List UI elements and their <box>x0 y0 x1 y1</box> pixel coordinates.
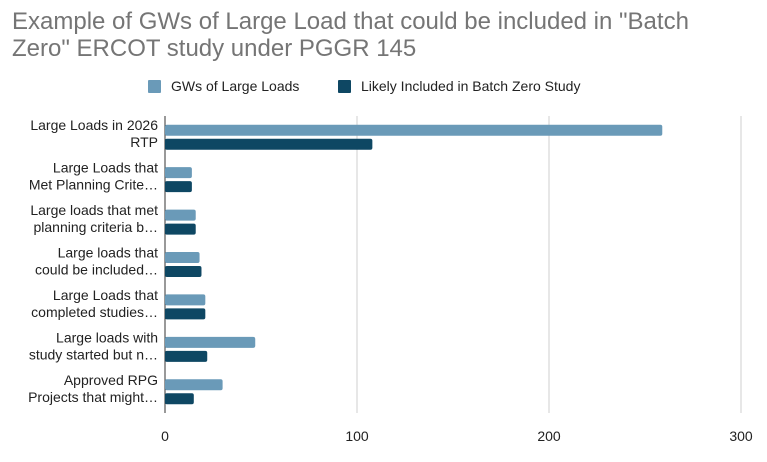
y-tick-label-1-line-1: Met Planning Crite… <box>29 177 158 193</box>
y-tick-label-5-line-0: Large loads with <box>56 329 158 345</box>
bar-series-0-cat-0 <box>165 124 663 136</box>
legend-item-likely-included: Likely Included in Batch Zero Study <box>338 76 580 96</box>
y-tick-label-0-line-0: Large Loads in 2026 <box>30 117 158 133</box>
y-tick-label-6-line-1: Projects that might… <box>28 389 158 405</box>
y-tick-label-0-line-1: RTP <box>130 134 158 150</box>
bar-series-1-cat-2 <box>165 223 196 235</box>
bar-series-0-cat-3 <box>165 252 200 263</box>
bar-series-1-cat-5 <box>165 350 208 362</box>
y-tick-label-2-line-0: Large loads that met <box>30 202 158 218</box>
bar-series-0-cat-4 <box>165 294 206 306</box>
bar-series-0-cat-5 <box>165 336 256 348</box>
chart-title: Example of GWs of Large Load that could … <box>12 8 689 62</box>
bar-series-0-cat-2 <box>165 209 196 221</box>
y-tick-label-5-line-1: study started but n… <box>29 346 158 362</box>
y-tick-label-3-line-0: Large loads that <box>58 245 159 261</box>
bar-series-1-cat-6 <box>165 393 194 405</box>
y-tick-label-4-line-1: completed studies… <box>31 304 158 320</box>
bar-series-1-cat-3 <box>165 266 202 277</box>
bar-series-0-cat-6 <box>165 379 223 391</box>
legend-swatch-gws-of-large-loads <box>148 79 161 93</box>
y-tick-label-6-line-0: Approved RPG <box>64 372 158 388</box>
chart-legend: GWs of Large Loads Likely Included in Ba… <box>0 76 767 96</box>
x-tick-label-300: 300 <box>729 428 753 444</box>
bar-series-1-cat-0 <box>165 138 373 150</box>
bar-series-1-cat-4 <box>165 308 206 320</box>
x-tick-label-200: 200 <box>537 428 561 444</box>
legend-item-gws-of-large-loads: GWs of Large Loads <box>148 76 299 96</box>
x-tick-label-0: 0 <box>161 428 169 444</box>
y-tick-label-4-line-0: Large Loads that <box>53 287 158 303</box>
y-tick-label-3-line-1: could be included… <box>35 262 158 278</box>
bar-series-1-cat-1 <box>165 181 192 193</box>
y-tick-label-2-line-1: planning criteria b… <box>33 219 158 235</box>
y-tick-label-1-line-0: Large Loads that <box>53 160 158 176</box>
bar-series-0-cat-1 <box>165 167 192 179</box>
x-tick-label-100: 100 <box>345 428 369 444</box>
legend-label-likely-included: Likely Included in Batch Zero Study <box>361 78 581 94</box>
legend-swatch-likely-included <box>338 79 351 93</box>
legend-label-gws-of-large-loads: GWs of Large Loads <box>171 78 300 94</box>
